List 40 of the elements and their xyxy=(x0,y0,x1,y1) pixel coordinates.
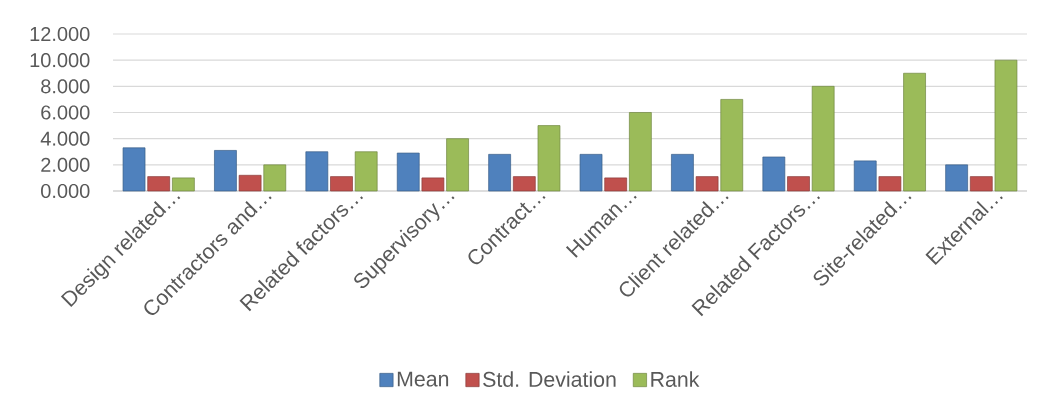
bar xyxy=(579,154,603,192)
bar xyxy=(695,176,719,192)
bar xyxy=(903,72,926,192)
legend-label: Std. Deviation xyxy=(483,371,616,387)
y-tick-label: 4.000 xyxy=(40,131,90,146)
bar xyxy=(396,152,420,192)
bar xyxy=(945,164,968,192)
bar xyxy=(787,176,810,192)
bar xyxy=(263,164,287,192)
bar xyxy=(604,177,628,192)
bar xyxy=(994,59,1018,192)
legend-label: Rank xyxy=(651,371,700,387)
bar xyxy=(214,150,237,192)
y-tick-label: 8.000 xyxy=(41,79,90,94)
y-tick-label: 2.000 xyxy=(41,157,90,172)
bar xyxy=(878,176,902,192)
bar xyxy=(537,125,561,192)
bar xyxy=(629,112,652,192)
bar xyxy=(446,138,469,192)
y-tick-label: 0.000 xyxy=(41,183,90,199)
bar xyxy=(330,176,353,192)
bar xyxy=(853,160,877,192)
bar xyxy=(720,99,744,192)
bar xyxy=(305,151,329,192)
bar xyxy=(421,177,445,192)
bar xyxy=(238,174,262,192)
y-tick-label: 6.000 xyxy=(41,105,90,120)
bar xyxy=(147,176,171,192)
bar xyxy=(354,151,378,192)
y-tick-label: 10.000 xyxy=(30,53,90,68)
legend-label: Mean xyxy=(397,371,449,387)
bar xyxy=(512,176,536,192)
y-tick-label: 12.000 xyxy=(30,26,90,42)
bar xyxy=(762,156,786,192)
bar xyxy=(172,177,195,192)
bar xyxy=(811,85,835,192)
bar xyxy=(671,154,694,192)
bar xyxy=(488,154,511,192)
bar xyxy=(969,176,993,192)
bar xyxy=(122,147,146,192)
